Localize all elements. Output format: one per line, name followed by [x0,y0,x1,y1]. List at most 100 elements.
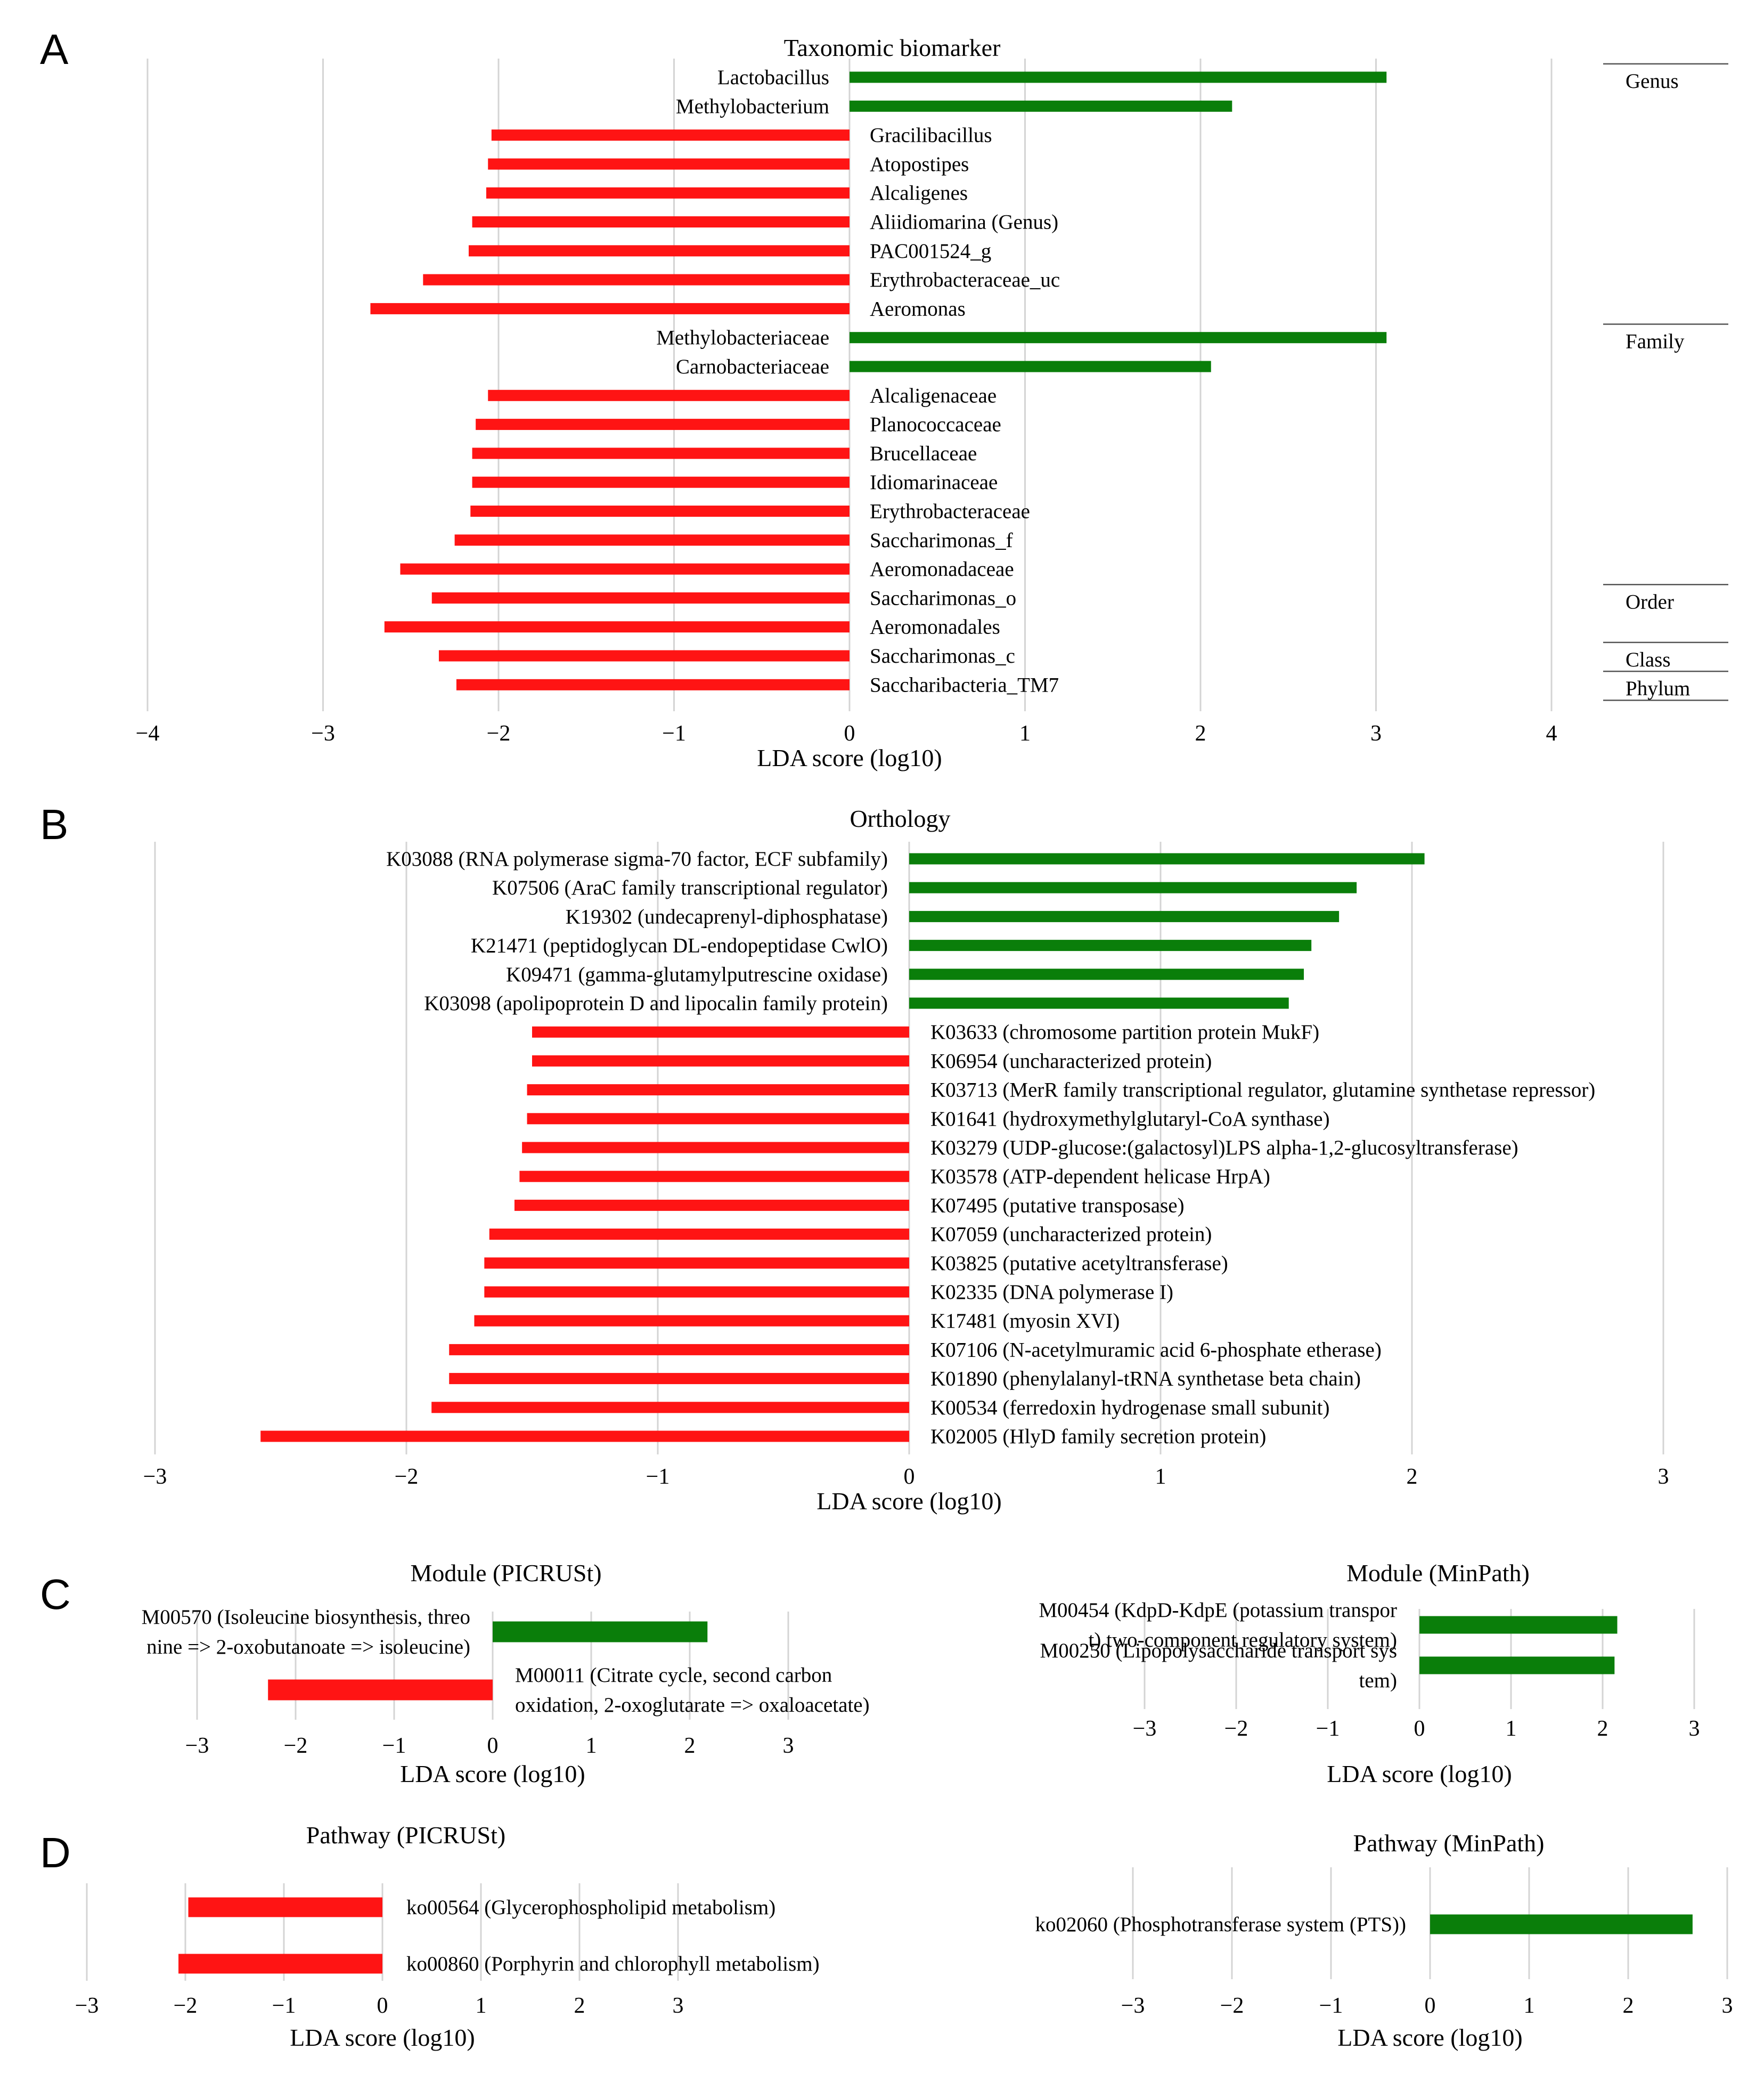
x-axis-label: LDA score (log10) [757,744,942,771]
bar-label: Planococcaceae [870,413,1001,436]
x-tick-label: 1 [476,1994,487,2018]
bar-label: K03279 (UDP-glucose:(galactosyl)LPS alph… [930,1136,1518,1159]
x-axis-label: LDA score (log10) [400,1760,585,1787]
bar [472,216,850,227]
x-tick-label: −1 [382,1734,406,1758]
bar-label: Alcaligenaceae [870,384,997,407]
bar [474,1315,909,1327]
bar [514,1199,909,1211]
bar-label: K07059 (uncharacterized protein) [930,1223,1212,1246]
x-tick-label: −3 [185,1734,209,1758]
bar-label: Erythrobacteraceae_uc [870,269,1060,291]
bar-label: Saccharibacteria_TM7 [870,673,1059,696]
tier-label: Phylum [1626,677,1690,700]
bar [400,563,850,575]
bar-label: K01641 (hydroxymethylglutaryl-CoA syntha… [930,1108,1330,1130]
bar-label: M00570 (Isoleucine biosynthesis, threo [142,1606,470,1629]
panel-letter-b: B [40,801,68,848]
bar [456,679,850,690]
bar [484,1257,909,1269]
x-tick-label: −2 [1220,1994,1244,2018]
x-tick-label: 0 [904,1465,915,1489]
x-tick-label: 3 [1370,721,1382,746]
bar-label: Idiomarinaceae [870,471,998,494]
bar-label: K03578 (ATP-dependent helicase HrpA) [930,1165,1270,1188]
bar-label: tem) [1359,1669,1397,1692]
x-tick-label: 3 [1658,1465,1669,1489]
chart-title: Pathway (MinPath) [1353,1829,1544,1857]
bar [470,506,850,517]
bar [519,1170,909,1182]
tier-label: Genus [1626,70,1679,93]
x-tick-label: −2 [284,1734,308,1758]
chart-b: −3 −2 −1 0 1 2 3 Orthology LDA score (log10) K030… [143,805,1669,1515]
bar-label: ko00564 (Glycerophospholipid metabolism) [406,1896,775,1919]
x-tick-label: −1 [272,1994,296,2018]
x-tick-label: −3 [311,721,335,746]
x-tick-label: 3 [673,1994,684,2018]
bar-label: K03713 (MerR family transcriptional regu… [930,1079,1595,1102]
x-tick-label: 3 [1722,1994,1733,2018]
bar-label: M00250 (Lipopolysaccharide transport sys [1040,1639,1397,1662]
tier-label: Order [1626,590,1674,613]
bar [260,1430,909,1442]
chart-title: Module (MinPath) [1346,1559,1530,1587]
bar-label: Aeromonadales [870,616,1000,639]
x-tick-label: 2 [1597,1717,1608,1741]
x-tick-label: −3 [75,1994,99,2018]
bar [488,158,850,170]
bar [491,129,850,141]
bar [268,1679,493,1701]
bar [449,1373,909,1385]
bar-label: K07506 (AraC family transcriptional regu… [492,876,888,899]
chart-d2: −3 −2 −1 0 1 2 3 Pathway (MinPath) LDA score (lo… [1035,1829,1733,2051]
panel-letter-d: D [40,1829,71,1876]
bar [532,1026,909,1038]
x-tick-label: −2 [174,1994,198,2018]
bar [532,1055,909,1067]
bar-label: K21471 (peptidoglycan DL-endopeptidase C… [471,934,888,957]
chart-a: −4 −3 −2 −1 0 1 2 3 4 Taxonomic biomarker LDA scor… [136,34,1728,771]
bar [909,969,1304,980]
chart-title: Module (PICRUSt) [410,1559,601,1587]
x-tick-label: −2 [487,721,511,746]
x-tick-label: −1 [646,1465,670,1489]
x-tick-label: 3 [1689,1717,1700,1741]
x-tick-label: 1 [1155,1465,1166,1489]
x-tick-label: 0 [1414,1717,1425,1741]
bar [909,853,1425,865]
tier-label: Class [1626,648,1671,671]
bar [476,419,850,430]
bar [1430,1914,1693,1934]
bar-label: Carnobacteriaceae [676,355,829,378]
bar [909,882,1357,893]
bar-label: oxidation, 2-oxoglutarate => oxaloacetat… [515,1694,870,1717]
bar-label: K03088 (RNA polymerase sigma-70 factor, … [386,848,888,871]
bar [449,1344,909,1355]
bar-label: K02005 (HlyD family secretion protein) [930,1425,1266,1448]
x-tick-label: 1 [1506,1717,1517,1741]
x-tick-label: 2 [1195,721,1206,746]
x-tick-label: −3 [143,1465,167,1489]
bar [1419,1616,1618,1634]
x-tick-label: 1 [1019,721,1031,746]
bar [527,1084,909,1096]
bar-label: Brucellaceae [870,442,977,465]
chart-c2: −3 −2 −1 0 1 2 3 Module (MinPath) LDA score (log… [1039,1559,1700,1787]
bar-label: ko02060 (Phosphotransferase system (PTS)… [1035,1913,1407,1936]
bar-label: t) two-component regulatory system) [1089,1629,1397,1652]
x-tick-label: 2 [1623,1994,1634,2018]
bar-label: K17481 (myosin XVI) [930,1310,1120,1332]
bar [431,1402,909,1413]
bar [527,1113,909,1125]
bar [486,187,850,199]
bar [370,303,850,314]
chart-title: Taxonomic biomarker [784,34,1001,61]
x-tick-label: 0 [377,1994,388,2018]
x-tick-label: 2 [574,1994,585,2018]
bar [850,71,1387,83]
bar-label: K06954 (uncharacterized protein) [930,1050,1212,1072]
bar [850,332,1387,344]
bar [489,1229,909,1240]
x-tick-label: −1 [662,721,686,746]
